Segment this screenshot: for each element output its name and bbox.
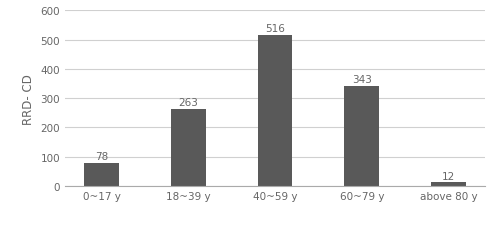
Text: 78: 78 — [95, 152, 108, 162]
Text: 516: 516 — [265, 24, 285, 34]
Bar — [258, 36, 292, 186]
Bar — [431, 183, 466, 186]
Bar — [84, 163, 119, 186]
Text: 343: 343 — [352, 74, 372, 84]
Text: 263: 263 — [178, 98, 198, 108]
Bar — [344, 86, 379, 186]
Y-axis label: RRD- CD: RRD- CD — [22, 73, 35, 124]
Text: 12: 12 — [442, 171, 455, 181]
Bar — [171, 109, 205, 186]
